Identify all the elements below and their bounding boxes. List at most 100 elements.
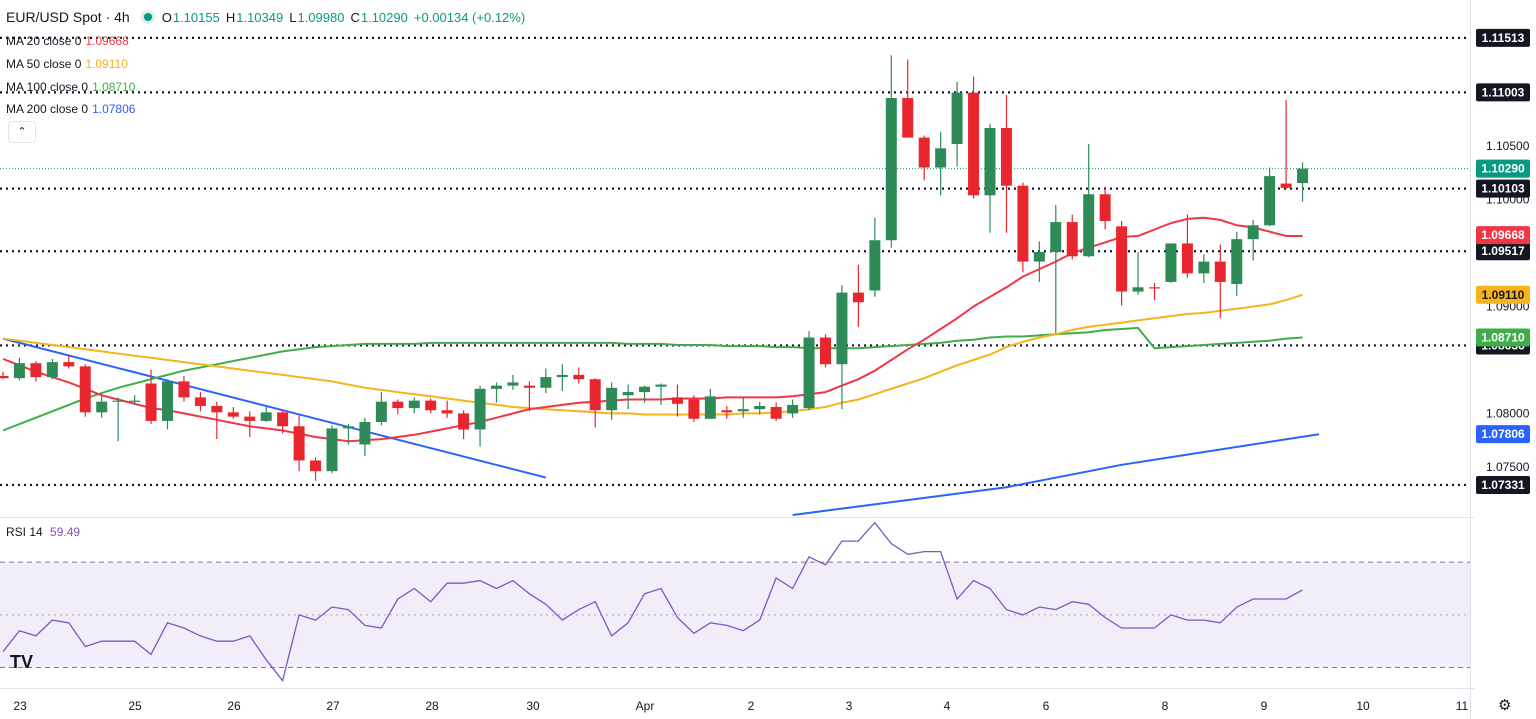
candle-body (1149, 287, 1160, 289)
legend-ma100[interactable]: MA 100 close 0 1.08710 (6, 80, 135, 94)
candle-body (984, 127, 996, 196)
candle-body (1165, 243, 1177, 282)
candle (787, 399, 799, 418)
candle-body (787, 404, 799, 414)
chart-header: EUR/USD Spot · 4h O 1.10155 H 1.10349 L 1.0… (6, 9, 525, 25)
candle-body (1132, 287, 1144, 292)
legend-ma20[interactable]: MA 20 close 0 1.09668 (6, 34, 129, 48)
time-tick-label: 8 (1162, 699, 1169, 713)
candle-body (704, 396, 716, 419)
candle (1181, 214, 1193, 278)
legend-rsi[interactable]: RSI 14 59.49 (6, 525, 80, 539)
candle-body (820, 337, 831, 365)
candle (704, 388, 716, 419)
time-tick-label: 2 (748, 699, 755, 713)
legend-ma200[interactable]: MA 200 close 0 1.07806 (6, 102, 135, 116)
candle (162, 379, 173, 430)
indicator-price-label: 1.08710 (1476, 328, 1530, 347)
ma20-label: MA 20 close 0 (6, 34, 82, 48)
indicator-price-label: 1.10290 (1476, 159, 1530, 178)
time-tick-label: 9 (1261, 699, 1268, 713)
tradingview-logo[interactable]: TV (10, 652, 34, 672)
level-label-text: 1.11513 (1482, 31, 1525, 45)
candle-body (803, 337, 815, 409)
candle (770, 402, 782, 421)
candle (375, 392, 387, 426)
candle (836, 285, 848, 410)
candle (1149, 283, 1160, 301)
candle-body (1297, 168, 1309, 184)
candle (655, 383, 667, 405)
gear-icon[interactable]: ⚙ (1498, 697, 1512, 714)
candle (1198, 254, 1210, 284)
candle-body (622, 392, 634, 396)
time-tick-label: 30 (526, 699, 540, 713)
candle-body (951, 92, 963, 145)
candle-body (1017, 185, 1029, 262)
candle (310, 457, 322, 481)
level-label-text: 1.09517 (1481, 244, 1525, 258)
time-tick-label: Apr (636, 699, 655, 713)
level-label-text: 1.07331 (1481, 478, 1525, 492)
price-label-box (1476, 159, 1530, 178)
candle-body (573, 374, 585, 380)
candle (1214, 244, 1226, 319)
ma200-line (792, 433, 1320, 516)
candle (145, 369, 157, 425)
candle-body (425, 400, 437, 411)
time-tick-label: 11 (1456, 699, 1469, 713)
symbol-title[interactable]: EUR/USD Spot · 4h (6, 9, 130, 25)
level-label-box (1476, 475, 1530, 494)
price-label-text: 1.09110 (1482, 288, 1525, 302)
candle-body (1181, 243, 1193, 274)
candle-body (1050, 222, 1062, 252)
candle-body (342, 426, 354, 429)
candle-body (359, 421, 371, 445)
candle-body (244, 416, 256, 421)
candle (1083, 144, 1095, 258)
horizontal-levels (0, 36, 1470, 487)
candle-body (277, 412, 289, 427)
candle (935, 132, 947, 196)
ma200-value: 1.07806 (92, 102, 136, 116)
rsi-label: RSI 14 (6, 525, 43, 539)
price-axis-background (1474, 0, 1536, 719)
level-label-box (1476, 83, 1530, 102)
rsi-value: 59.49 (50, 525, 81, 539)
candle (1033, 241, 1045, 282)
candle-body (1033, 251, 1045, 262)
candle-body (1231, 239, 1243, 285)
candle (1247, 219, 1259, 261)
candle (63, 354, 75, 369)
level-price-label: 1.10103 (1476, 179, 1530, 198)
candle-body (145, 383, 157, 421)
legend-ma50[interactable]: MA 50 close 0 1.09110 (6, 57, 128, 71)
collapse-legend-button[interactable]: ⌃ (8, 121, 36, 143)
candle-body (491, 385, 502, 389)
candle-body (194, 397, 206, 406)
candle (688, 395, 700, 422)
candle-body (0, 376, 9, 379)
candle-body (211, 405, 223, 413)
candle (968, 76, 980, 199)
candle-body (885, 98, 897, 241)
candle-body (639, 386, 651, 393)
price-label-text: 1.07806 (1481, 427, 1525, 441)
candle (1132, 251, 1144, 295)
price-axis[interactable]: 1.105001.100001.090001.080001.075001.115… (1474, 0, 1536, 719)
time-axis[interactable]: 23 25 26 27 28 30 Apr 2 3 4 6 8 9 10 11 (13, 699, 1468, 713)
candle-body (375, 401, 387, 422)
candle-body (162, 381, 173, 421)
candle (326, 425, 338, 474)
open-value: 1.10155 (172, 9, 220, 25)
price-label-text: 1.08710 (1481, 331, 1525, 345)
price-tick-label: 1.10500 (1486, 139, 1530, 153)
candle-body (63, 362, 75, 367)
candle (79, 364, 91, 417)
chevron-up-icon: ⌃ (17, 126, 27, 138)
indicator-price-label: 1.07806 (1476, 425, 1530, 444)
candle-body (852, 292, 864, 303)
candle-body (770, 407, 782, 419)
level-price-label: 1.11003 (1476, 83, 1530, 102)
